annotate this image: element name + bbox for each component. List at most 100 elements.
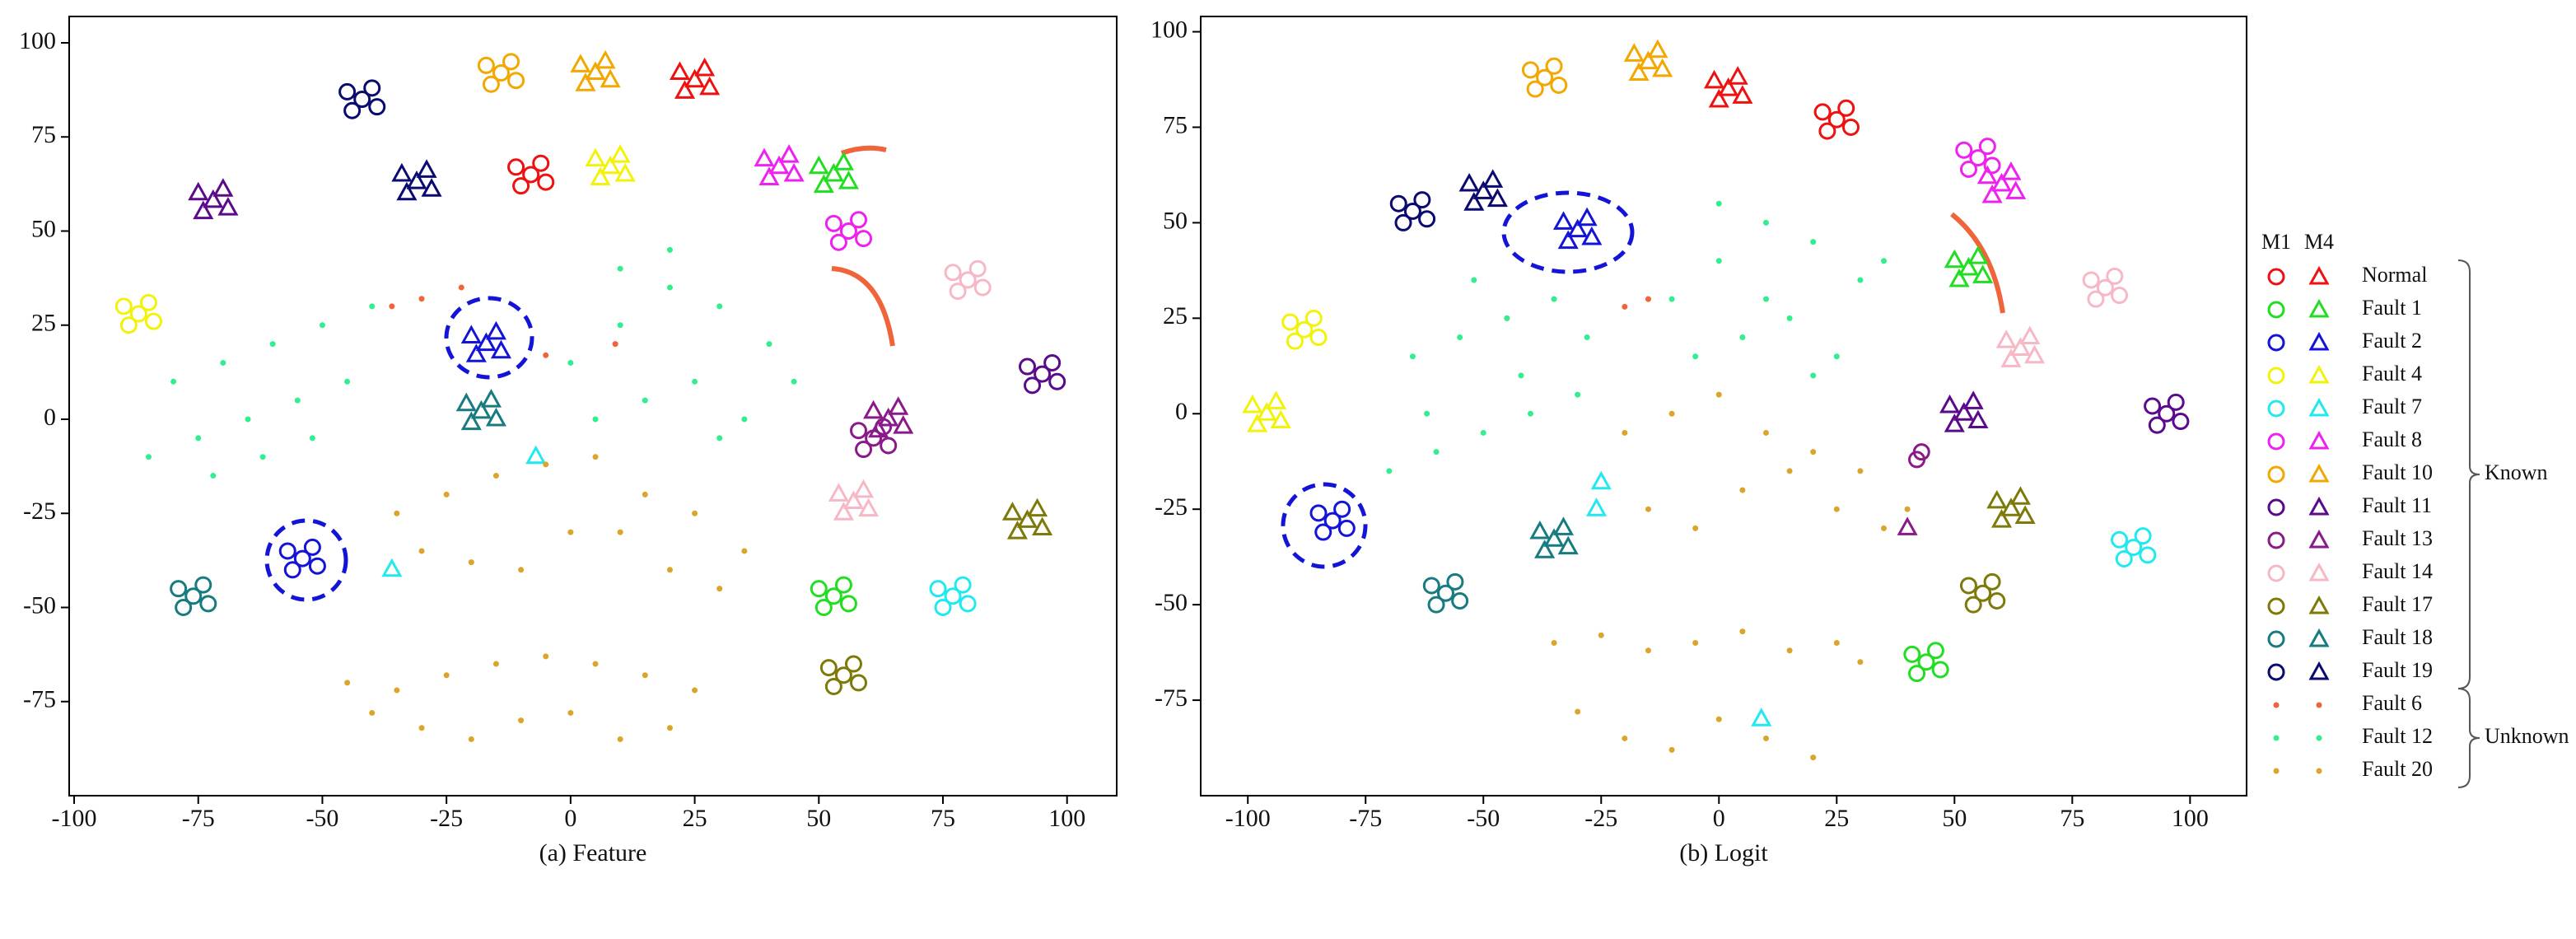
triangle-marker	[1590, 470, 1612, 490]
triangle-marker	[1458, 172, 1480, 192]
dot-marker	[1668, 746, 1675, 753]
legend-label: Fault 11	[2362, 493, 2432, 517]
dot-marker	[1622, 429, 1628, 436]
triangle-marker	[1990, 509, 2013, 528]
circle-marker	[353, 91, 371, 109]
legend-label: Fault 4	[2362, 362, 2422, 385]
dot-marker	[394, 510, 400, 516]
dot-marker	[1692, 525, 1699, 531]
circle-marker	[2144, 397, 2162, 415]
circle-marker	[1903, 645, 1921, 663]
dot-marker	[692, 378, 698, 385]
triangle-marker	[2308, 298, 2330, 318]
circle-marker	[2134, 527, 2152, 545]
triangle-marker	[1016, 509, 1038, 528]
circle-marker	[2267, 268, 2285, 286]
circle-marker	[959, 595, 977, 613]
triangle-marker	[842, 490, 865, 510]
circle-marker	[973, 278, 992, 297]
x-tick-label: 0	[564, 805, 576, 832]
x-tick-label: 25	[1824, 805, 1849, 832]
dot-marker	[716, 303, 723, 310]
triangle-marker	[406, 170, 427, 189]
triangle-marker	[1270, 409, 1291, 429]
triangle-marker	[768, 155, 790, 175]
y-tick-label: 25	[31, 310, 56, 337]
circle-marker	[1389, 194, 1407, 213]
triangle-marker	[600, 155, 621, 175]
dot-marker	[1739, 334, 1746, 341]
triangle-marker	[1256, 402, 1277, 421]
dot-marker	[1762, 735, 1769, 741]
x-tick-label: 50	[806, 805, 831, 832]
triangle-marker	[823, 162, 844, 182]
dot-marker	[2273, 768, 2280, 774]
legend-label: Normal	[2362, 263, 2427, 287]
circle-marker	[1451, 592, 1469, 610]
triangle-marker	[813, 174, 834, 194]
circle-marker	[502, 53, 520, 71]
plot-area	[114, 49, 1066, 742]
dot-marker	[741, 416, 748, 423]
dot-marker	[1810, 372, 1817, 379]
dot-marker	[1645, 296, 1651, 302]
dot-marker	[394, 687, 400, 694]
group-label: Known	[2485, 460, 2548, 484]
dot-marker	[1881, 258, 1888, 264]
y-tick-label: -25	[1155, 493, 1188, 521]
dot-marker	[1786, 315, 1793, 321]
circle-marker	[303, 538, 321, 556]
legend-label: Fault 1	[2362, 296, 2422, 320]
circle-marker	[850, 422, 868, 440]
trend-arrow	[831, 266, 895, 347]
circle-marker	[363, 79, 381, 97]
circle-marker	[1978, 138, 1996, 156]
circle-marker	[1323, 512, 1342, 530]
circle-marker	[2087, 290, 2105, 308]
triangle-marker	[2308, 463, 2330, 483]
circle-marker	[1908, 665, 1926, 683]
triangle-marker	[2000, 348, 2022, 367]
circle-marker	[1536, 68, 1554, 86]
x-tick-label: -50	[1467, 805, 1500, 832]
dot-marker	[1739, 628, 1746, 635]
dot-marker	[1622, 735, 1628, 741]
triangle-marker	[217, 196, 239, 216]
triangle-marker	[669, 61, 691, 81]
circle-marker	[2267, 663, 2285, 681]
dot-marker	[543, 461, 549, 468]
circle-marker	[2267, 564, 2285, 582]
dot-marker	[210, 473, 217, 479]
legend-label: Fault 10	[2362, 460, 2433, 484]
legend-column-header: M4	[2304, 230, 2334, 254]
triangle-marker	[1265, 390, 1287, 409]
circle-marker	[1403, 203, 1421, 220]
triangle-marker	[1486, 188, 1508, 208]
dot-marker	[1504, 315, 1510, 321]
circle-marker	[1818, 122, 1836, 140]
triangle-marker	[893, 415, 914, 434]
circle-marker	[537, 173, 555, 191]
circle-marker	[2115, 549, 2133, 568]
circle-marker	[1959, 577, 1977, 595]
y-tick-label: 0	[44, 404, 56, 431]
dot-marker	[443, 491, 450, 498]
circle-marker	[1550, 76, 1568, 94]
circle-marker	[194, 576, 212, 594]
triangle-marker	[465, 343, 487, 362]
triangle-marker	[2308, 628, 2330, 647]
dot-marker	[1424, 410, 1430, 417]
circle-marker	[1281, 313, 1300, 331]
circle-marker	[2096, 278, 2114, 297]
triangle-marker	[1976, 165, 1998, 185]
triangle-marker	[1652, 58, 1673, 77]
legend-label: Fault 18	[2362, 625, 2433, 649]
dot-marker	[1386, 468, 1393, 474]
dot-marker	[344, 378, 351, 385]
circle-marker	[1983, 156, 2001, 175]
triangle-marker	[2308, 496, 2330, 516]
trend-arrow	[840, 145, 887, 156]
triangle-marker	[868, 418, 889, 438]
circle-marker	[2267, 465, 2285, 484]
